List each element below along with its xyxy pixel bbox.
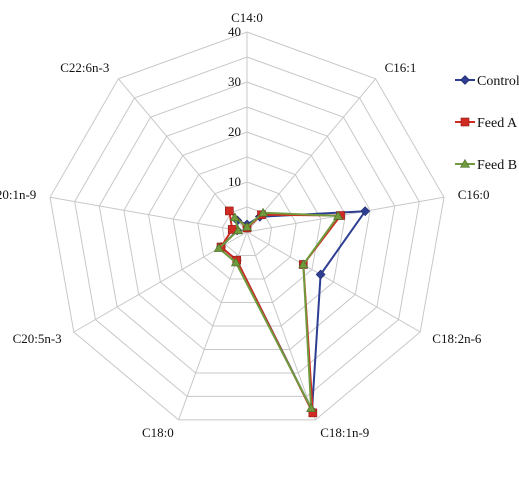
data-point-marker bbox=[360, 206, 371, 217]
axis-labels: C14:0 C16:1 C16:0 C18:2n-6 C18:1n-9 C18:0 C20:… bbox=[0, 10, 489, 440]
category-label: C20:1n-9 bbox=[0, 187, 36, 202]
grid-spoke bbox=[246, 78, 376, 233]
category-label: C18:2n-6 bbox=[432, 331, 482, 346]
category-label: C16:0 bbox=[458, 187, 490, 202]
grid-ring bbox=[221, 206, 273, 256]
grid-spoke bbox=[118, 78, 248, 233]
radar-grid bbox=[49, 31, 445, 421]
grid-ring bbox=[123, 106, 371, 350]
data-point-marker bbox=[241, 221, 253, 231]
grid-spoke bbox=[246, 196, 445, 233]
data-point-marker bbox=[459, 158, 471, 168]
data-point-marker bbox=[315, 269, 326, 280]
data-point-marker bbox=[213, 243, 224, 252]
category-label: C18:0 bbox=[142, 425, 174, 440]
radial-ticks: 10 20 30 40 bbox=[228, 24, 241, 189]
data-point-marker bbox=[460, 75, 470, 85]
radial-tick-label: 30 bbox=[228, 74, 241, 89]
grid-spoke bbox=[49, 196, 248, 233]
grid-ring bbox=[49, 31, 445, 421]
data-point-marker bbox=[225, 206, 234, 216]
grid-ring bbox=[147, 131, 347, 327]
category-label: C16:1 bbox=[385, 60, 417, 75]
data-point-marker bbox=[298, 259, 309, 269]
grid-spoke bbox=[246, 231, 421, 333]
grid-ring bbox=[74, 56, 420, 397]
legend-label: Control bbox=[477, 74, 519, 89]
category-label: C22:6n-3 bbox=[60, 60, 109, 75]
data-point-marker bbox=[229, 212, 240, 222]
legend-label: Feed A bbox=[477, 116, 518, 131]
category-label: C20:5n-3 bbox=[13, 331, 62, 346]
data-point-marker bbox=[460, 117, 470, 127]
radial-tick-label: 20 bbox=[228, 124, 241, 139]
grid-ring bbox=[98, 81, 396, 374]
legend-label: Feed B bbox=[477, 158, 517, 173]
data-point-marker bbox=[306, 403, 317, 412]
series-group bbox=[213, 206, 371, 418]
grid-ring bbox=[172, 156, 322, 303]
data-point-marker bbox=[258, 207, 269, 217]
category-label: C14:0 bbox=[231, 10, 263, 25]
radial-tick-label: 10 bbox=[228, 174, 241, 189]
category-label: C18:1n-9 bbox=[320, 425, 369, 440]
legend: Control Feed A Feed B bbox=[455, 74, 519, 173]
data-point-marker bbox=[233, 225, 244, 235]
data-point-marker bbox=[230, 257, 241, 267]
radial-tick-label: 40 bbox=[228, 24, 241, 39]
series-line bbox=[217, 211, 340, 410]
grid-spoke bbox=[246, 231, 316, 421]
data-point-marker bbox=[333, 210, 344, 220]
